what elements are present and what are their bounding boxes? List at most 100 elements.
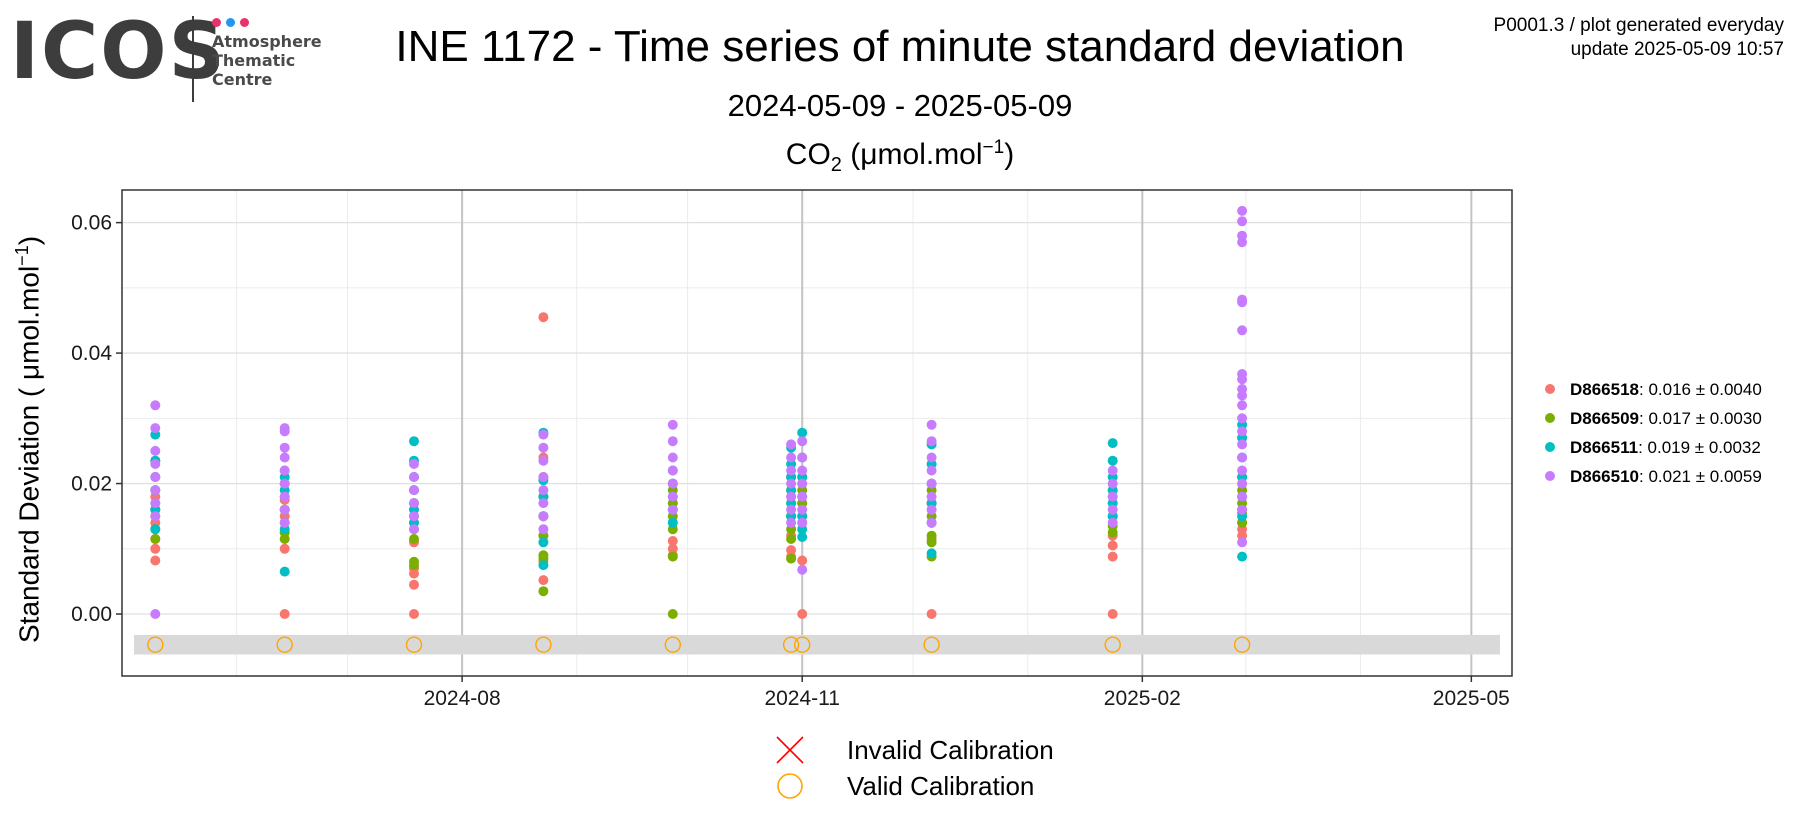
data-point-d866510: [1237, 452, 1248, 463]
data-point-d866510: [1237, 400, 1248, 411]
data-point-d866510: [797, 517, 808, 528]
y-tick-label: 0.00: [71, 603, 112, 626]
invalid-calibration-key-icon: [776, 736, 804, 764]
data-point-d866510: [150, 485, 161, 496]
data-point-d866510: [538, 511, 549, 522]
data-point-d866510: [926, 436, 937, 447]
data-point-d866510: [797, 452, 808, 463]
data-point-d866510: [797, 436, 808, 447]
data-point-d866518: [926, 609, 937, 619]
data-point-d866510: [150, 400, 161, 411]
data-point-d866510: [1237, 504, 1248, 515]
data-point-d866510: [786, 491, 797, 502]
x-tick-label: 2024-08: [424, 687, 501, 710]
data-point-d866510: [538, 455, 549, 466]
data-point-d866510: [667, 504, 678, 515]
data-point-d866510: [786, 478, 797, 489]
data-point-d866510: [538, 472, 549, 482]
legend-swatch-d866511: [1545, 442, 1555, 452]
data-point-d866518: [797, 555, 808, 566]
data-point-d866511: [538, 537, 549, 548]
data-point-d866511: [1237, 551, 1248, 562]
data-point-d866510: [279, 442, 290, 453]
valid-calibration-key-icon: [777, 773, 803, 799]
data-point-d866518: [667, 543, 678, 554]
data-point-d866510: [667, 436, 678, 447]
data-point-d866511: [1107, 438, 1118, 449]
calibration-markers-layer: [147, 636, 1251, 653]
data-point-d866510: [1237, 413, 1248, 424]
data-point-d866510: [667, 491, 678, 502]
data-point-d866510: [279, 423, 290, 434]
data-point-d866510: [667, 419, 678, 430]
data-point-d866510: [786, 504, 797, 515]
data-point-d866510: [786, 465, 797, 476]
data-point-d866509: [667, 551, 678, 562]
data-point-d866510: [538, 485, 549, 496]
data-point-d866510: [150, 472, 161, 482]
data-point-d866510: [1237, 478, 1248, 489]
calibration-band-layer: [134, 634, 1500, 655]
data-point-d866510: [797, 564, 808, 575]
data-point-d866510: [1107, 478, 1118, 489]
data-point-d866510: [409, 524, 419, 535]
data-point-d866510: [150, 511, 161, 522]
data-point-d866518: [150, 543, 161, 554]
legend-series-name: D866518: [1570, 380, 1639, 399]
data-point-d866509: [409, 560, 419, 571]
data-point-d866511: [409, 436, 419, 447]
valid-calibration-marker: [276, 636, 293, 653]
data-point-d866510: [1237, 491, 1248, 502]
data-point-d866510: [797, 478, 808, 489]
page-title: INE 1172 - Time series of minute standar…: [395, 22, 1405, 71]
logo-text-line3: Centre: [212, 70, 273, 89]
data-point-d866511: [150, 524, 161, 535]
data-point-d866509: [538, 586, 549, 597]
data-point-d866510: [1237, 465, 1248, 476]
data-point-d866510: [1237, 369, 1248, 379]
logo-dot-2: [226, 18, 235, 27]
data-point-d866509: [538, 550, 549, 561]
data-point-d866518: [786, 545, 797, 556]
y-tick-label: 0.04: [71, 342, 112, 365]
data-point-d866510: [926, 478, 937, 489]
calibration-legend: Invalid Calibration Valid Calibration: [776, 735, 1054, 801]
chart-title-unit-close: ): [1004, 138, 1015, 171]
data-point-d866510: [1107, 517, 1118, 528]
valid-calibration-marker: [923, 636, 940, 653]
legend-series-stats: : 0.017 ± 0.0030: [1639, 409, 1762, 428]
legend-series-name: D866511: [1570, 438, 1638, 457]
data-point-d866510: [150, 423, 161, 434]
data-point-d866510: [538, 429, 549, 440]
data-point-d866511: [538, 560, 549, 571]
data-point-d866510: [409, 459, 419, 469]
data-point-d866511: [279, 566, 290, 577]
data-point-d866518: [538, 312, 549, 323]
data-point-d866510: [409, 511, 419, 522]
data-point-d866518: [279, 543, 290, 554]
data-point-d866511: [667, 517, 678, 528]
valid-calibration-marker: [1233, 636, 1251, 653]
data-point-d866510: [1237, 205, 1248, 216]
legend-label-d866510: D866510: 0.021 ± 0.0059: [1570, 467, 1762, 486]
data-point-d866510: [538, 442, 549, 453]
data-point-d866510: [667, 465, 678, 476]
y-tick-label: 0.02: [71, 473, 112, 496]
data-point-d866518: [279, 609, 290, 619]
chart-title-subscript: 2: [830, 154, 842, 176]
x-tick-label: 2025-02: [1104, 687, 1181, 710]
valid-calibration-marker: [794, 636, 811, 653]
data-point-d866510: [279, 452, 290, 463]
data-point-d866510: [150, 459, 161, 469]
data-point-d866518: [150, 555, 161, 566]
data-point-d866511: [926, 548, 937, 559]
data-point-d866510: [926, 491, 937, 502]
calibration-band: [134, 634, 1500, 655]
data-point-d866510: [279, 465, 290, 476]
data-point-d866510: [279, 504, 290, 515]
data-point-d866510: [1107, 504, 1118, 515]
legend-swatch-d866518: [1545, 384, 1555, 394]
points-layer: [150, 205, 1248, 619]
